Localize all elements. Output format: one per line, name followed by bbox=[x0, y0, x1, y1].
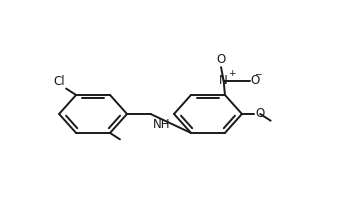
Text: O: O bbox=[216, 53, 226, 66]
Text: O: O bbox=[255, 108, 265, 120]
Text: N: N bbox=[219, 74, 228, 87]
Text: Cl: Cl bbox=[53, 75, 65, 88]
Text: O: O bbox=[251, 74, 260, 87]
Text: NH: NH bbox=[153, 118, 170, 131]
Text: −: − bbox=[254, 69, 262, 78]
Text: +: + bbox=[228, 69, 235, 78]
